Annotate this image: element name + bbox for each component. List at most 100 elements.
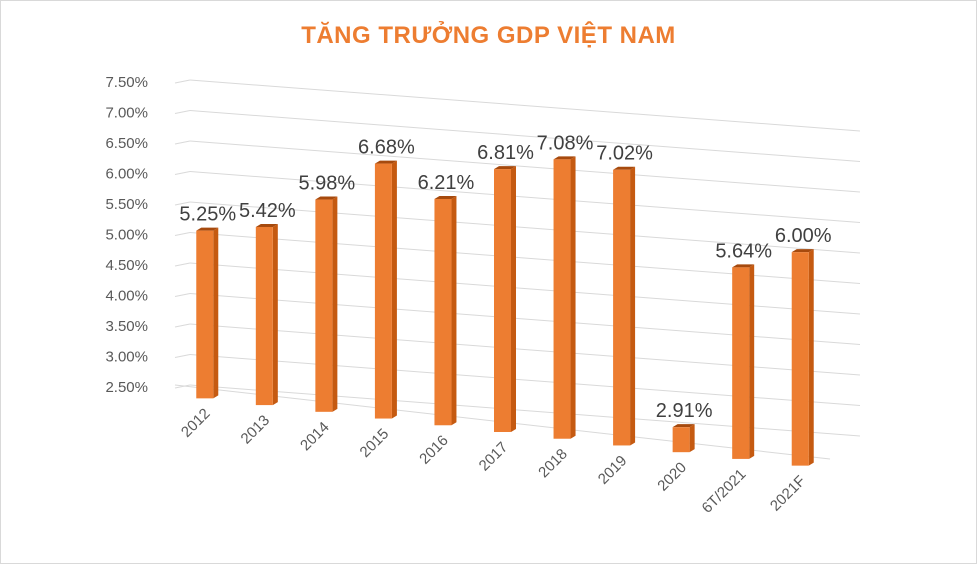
- data-label: 6.00%: [775, 225, 832, 247]
- bar-2016: [434, 195, 457, 426]
- y-tick-label: 7.00%: [105, 105, 148, 122]
- chart-title: TĂNG TRƯỞNG GDP VIỆT NAM: [301, 22, 676, 49]
- bar-2014: [315, 196, 338, 412]
- gridline-side: [174, 262, 191, 267]
- bar-top: [672, 424, 695, 428]
- bar-top: [494, 166, 516, 170]
- bar-front: [255, 226, 273, 406]
- bar-side: [272, 223, 278, 406]
- y-tick-label: 2.50%: [105, 379, 148, 396]
- x-tick-label: 2017: [476, 439, 512, 475]
- data-label: 5.64%: [715, 240, 772, 262]
- gridline-side: [174, 354, 191, 358]
- bar-top: [374, 160, 397, 164]
- bar-side: [749, 264, 755, 459]
- x-tick-label: 2018: [535, 446, 571, 482]
- bar-side: [689, 424, 695, 453]
- bar-top: [255, 223, 278, 227]
- bar-top: [613, 166, 636, 170]
- bar-front: [791, 252, 809, 466]
- gridline: [189, 293, 861, 345]
- gridline-side: [174, 201, 191, 206]
- y-tick-label: 3.50%: [105, 318, 148, 335]
- bar-side: [570, 156, 576, 439]
- x-tick-label: 2019: [595, 452, 631, 488]
- bar-6T/2021: [732, 264, 755, 459]
- bar-side: [808, 249, 814, 466]
- y-tick-label: 3.00%: [105, 349, 148, 366]
- data-label: 5.25%: [179, 204, 236, 226]
- gridline: [189, 140, 861, 193]
- bar-2018: [553, 156, 576, 439]
- x-tick-label: 2020: [654, 459, 690, 495]
- bar-top: [732, 264, 755, 268]
- bars: [196, 156, 814, 466]
- bar-top: [791, 249, 814, 253]
- bar-2013: [255, 223, 278, 406]
- y-tick-label: 7.50%: [105, 74, 148, 91]
- bar-side: [451, 195, 457, 426]
- y-axis-ticks: 2.50% 3.00% 3.50% 4.00% 4.50% 5.00% 5.50% 6.00%…: [105, 74, 148, 396]
- bar-front: [613, 169, 631, 446]
- gridline-side: [174, 293, 191, 297]
- bar-front: [553, 159, 571, 439]
- bar-front: [374, 163, 392, 419]
- bar-front: [672, 427, 690, 453]
- x-tick-label: 6T/2021: [699, 466, 750, 517]
- bar-side: [332, 196, 338, 412]
- data-label: 6.21%: [418, 172, 475, 194]
- gridline: [189, 384, 861, 437]
- x-tick-label: 2012: [178, 405, 214, 441]
- gridline: [189, 171, 861, 223]
- y-tick-label: 4.00%: [105, 288, 148, 305]
- bar-side: [213, 227, 219, 399]
- data-label: 2.91%: [656, 400, 713, 422]
- gridline: [189, 323, 861, 376]
- gridline-side: [174, 384, 191, 389]
- x-axis-ticks: 2012 2013 2014 2015 2016 2017 2018 2019 2020 6T/2…: [178, 405, 809, 516]
- bar-top: [434, 195, 457, 199]
- bar-front: [434, 198, 452, 426]
- bar-2020: [672, 424, 695, 453]
- data-label: 7.02%: [596, 143, 653, 165]
- gridline: [189, 262, 861, 315]
- x-tick-label: 2021F: [767, 472, 809, 514]
- y-tick-label: 6.50%: [105, 135, 148, 152]
- bar-2012: [196, 227, 219, 399]
- bar-2021F: [791, 249, 814, 466]
- bar-front: [315, 199, 333, 412]
- data-label: 6.81%: [477, 142, 534, 164]
- gridline-side: [174, 110, 191, 114]
- bar-front: [196, 230, 214, 399]
- x-tick-label: 2014: [297, 419, 333, 455]
- bar-2015: [374, 160, 397, 419]
- bar-2019: [613, 166, 636, 446]
- x-tick-label: 2013: [238, 412, 274, 448]
- gridline-side: [174, 140, 191, 145]
- data-label: 6.68%: [358, 137, 415, 159]
- gridline-side: [174, 171, 191, 175]
- y-tick-label: 4.50%: [105, 257, 148, 274]
- bar-top: [553, 156, 576, 160]
- gridline-side: [174, 232, 191, 236]
- bar-side: [391, 160, 397, 419]
- data-label: 5.42%: [239, 200, 296, 222]
- data-label: 7.08%: [537, 132, 594, 154]
- bar-side: [511, 166, 516, 432]
- gridline-side: [174, 323, 191, 328]
- bar-top: [196, 227, 219, 231]
- gridline: [189, 79, 861, 132]
- bar-side: [630, 166, 636, 446]
- y-tick-label: 5.50%: [105, 196, 148, 213]
- gridline: [189, 201, 861, 254]
- y-tick-label: 6.00%: [105, 166, 148, 183]
- gridline-side: [174, 79, 191, 84]
- data-label: 5.98%: [299, 173, 356, 195]
- bar-2017: [494, 166, 516, 432]
- bar-top: [315, 196, 338, 200]
- x-tick-label: 2015: [357, 425, 393, 461]
- x-tick-label: 2016: [416, 432, 452, 468]
- gridline: [189, 110, 861, 162]
